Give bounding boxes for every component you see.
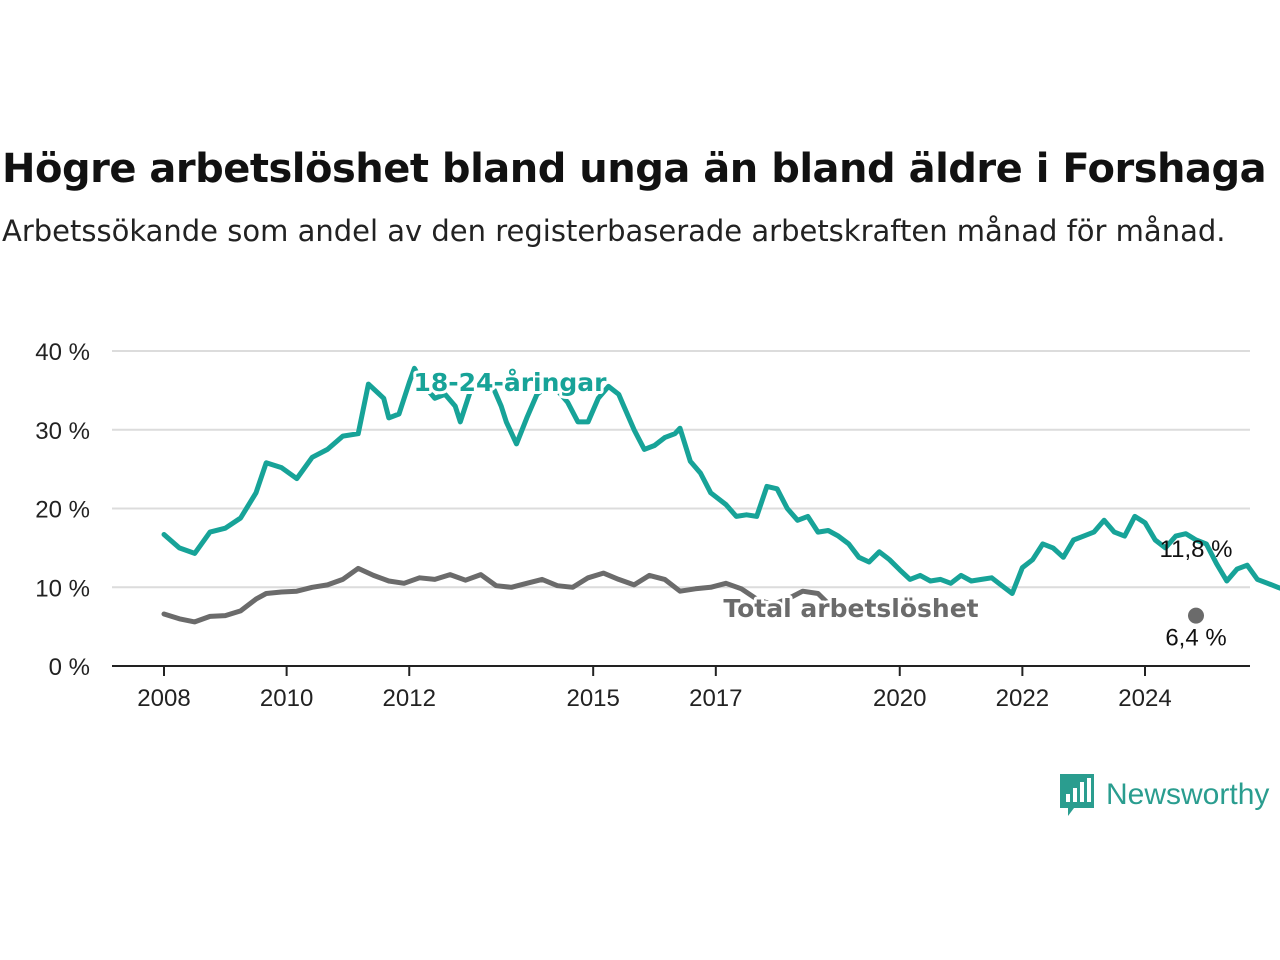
total-end-label: 6,4 %	[1165, 625, 1226, 652]
y-tick-label: 30 %	[35, 418, 90, 445]
chart-subtitle: Arbetssökande som andel av den registerb…	[2, 214, 1226, 248]
x-tick-label: 2008	[137, 685, 190, 712]
y-tick-label: 10 %	[35, 575, 90, 602]
end-points: 11,8 % 6,4 %	[1160, 536, 1233, 652]
youth-series-line	[161, 365, 1280, 596]
series-lines	[161, 365, 1280, 625]
newsworthy-logo-icon	[1060, 774, 1094, 816]
y-tick-label: 0 %	[49, 654, 90, 681]
y-tick-labels: 0 % 10 % 20 % 30 % 40 %	[35, 339, 90, 681]
total-series-line	[161, 565, 867, 625]
x-ticks: 2008 2010 2012 2015 2017 2020 2022 2024	[137, 666, 1172, 712]
total-series-label: Total arbetslöshet	[723, 594, 978, 623]
x-tick-label: 2020	[873, 685, 926, 712]
x-tick-label: 2024	[1118, 685, 1171, 712]
series-labels: 18-24-åringar Total arbetslöshet	[411, 365, 982, 626]
newsworthy-brand: Newsworthy	[1058, 772, 1269, 818]
x-tick-label: 2017	[689, 685, 742, 712]
brand-name: Newsworthy	[1106, 778, 1270, 811]
page-title: Högre arbetslöshet bland unga än bland ä…	[2, 146, 1267, 192]
x-tick-label: 2012	[383, 685, 436, 712]
youth-series-label: 18-24-åringar	[414, 368, 608, 397]
y-tick-label: 20 %	[35, 497, 90, 524]
x-tick-label: 2015	[566, 685, 619, 712]
youth-end-label: 11,8 %	[1160, 536, 1233, 563]
x-tick-label: 2010	[260, 685, 313, 712]
x-tick-label: 2022	[996, 685, 1049, 712]
total-end-point	[1188, 607, 1204, 624]
y-tick-label: 40 %	[35, 339, 90, 366]
